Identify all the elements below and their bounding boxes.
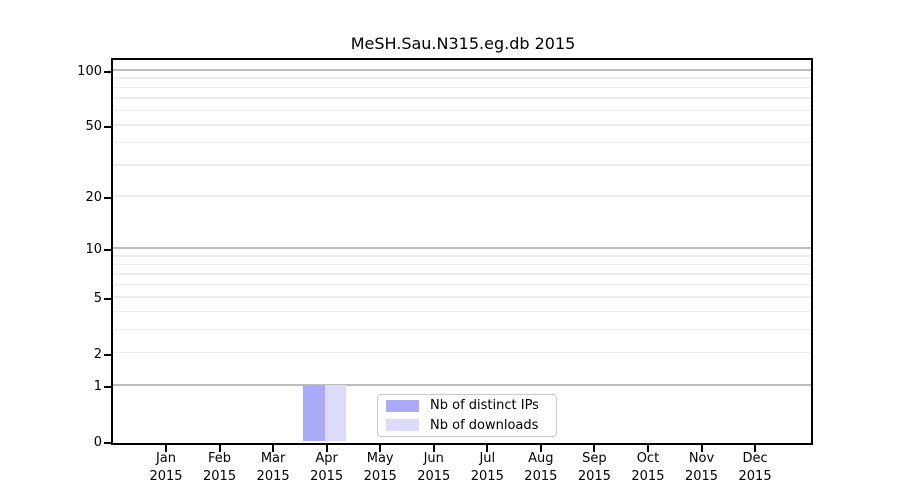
x-tick-label-dec: Dec 2015	[738, 451, 772, 484]
gridline-minor	[113, 296, 811, 298]
x-tick-mark	[325, 445, 328, 452]
gridline-major	[113, 384, 811, 387]
y-tick-label: 2	[93, 346, 102, 362]
x-tick-mark	[218, 445, 221, 452]
gridline-major	[113, 68, 811, 71]
x-tick-label-jun: Jun 2015	[417, 451, 451, 484]
x-tick-mark	[379, 445, 382, 452]
x-tick-mark	[754, 445, 757, 452]
x-tick-label-sep: Sep 2015	[577, 451, 611, 484]
gridline-minor	[113, 86, 811, 89]
bar-nb-of-distinct-ips-apr	[303, 385, 325, 441]
chart-title: MeSH.Sau.N315.eg.db 2015	[350, 34, 576, 53]
legend-swatch	[386, 419, 419, 432]
x-tick-label-aug: Aug 2015	[524, 451, 558, 484]
gridline-minor	[113, 141, 811, 144]
x-tick-label-nov: Nov 2015	[684, 451, 719, 484]
x-tick-mark	[646, 445, 649, 452]
y-tick-mark	[104, 197, 112, 200]
bar-nb-of-downloads-apr	[324, 385, 346, 441]
x-tick-label-apr: Apr 2015	[310, 451, 344, 484]
x-tick-label-jul: Jul 2015	[470, 451, 504, 484]
y-tick-mark	[104, 353, 112, 356]
gridline-minor	[113, 328, 811, 331]
gridline-minor	[113, 351, 811, 354]
y-tick-label: 10	[85, 242, 102, 258]
legend-item-nb-of-distinct-ips: Nb of distinct IPs	[386, 397, 548, 415]
legend-label: Nb of downloads	[430, 417, 539, 433]
y-tick-label: 20	[85, 190, 102, 206]
legend: Nb of distinct IPs Nb of downloads	[377, 394, 557, 437]
y-tick-label: 100	[77, 63, 102, 79]
legend-label: Nb of distinct IPs	[430, 398, 539, 414]
x-tick-mark	[165, 445, 167, 452]
gridline-minor	[113, 97, 811, 99]
y-tick-mark	[104, 70, 112, 73]
x-tick-label-jan: Jan 2015	[149, 451, 183, 484]
gridline-major	[113, 247, 811, 250]
x-tick-label-mar: Mar 2015	[256, 451, 290, 484]
y-tick-mark	[104, 386, 112, 389]
x-tick-mark	[593, 445, 596, 452]
x-tick-mark	[486, 445, 489, 452]
y-tick-label: 1	[93, 379, 102, 395]
gridline-minor	[113, 77, 811, 79]
y-tick-mark	[104, 125, 112, 128]
x-tick-label-oct: Oct 2015	[631, 451, 665, 484]
legend-item-nb-of-downloads: Nb of downloads	[386, 417, 548, 435]
x-tick-label-may: May 2015	[363, 451, 397, 484]
x-tick-mark	[272, 445, 275, 452]
gridline-minor	[113, 124, 811, 126]
y-tick-mark	[104, 442, 112, 444]
x-tick-mark	[700, 445, 703, 452]
gridline-minor	[113, 310, 811, 313]
y-tick-mark	[104, 249, 112, 252]
y-tick-label: 0	[93, 435, 102, 450]
y-tick-mark	[104, 297, 112, 300]
gridline-minor	[113, 164, 811, 166]
y-tick-label: 50	[85, 118, 102, 134]
gridline-minor	[113, 255, 811, 257]
gridline-minor	[113, 273, 811, 275]
x-tick-mark	[539, 445, 542, 452]
x-tick-label-feb: Feb 2015	[203, 451, 237, 484]
y-tick-label: 5	[93, 290, 102, 306]
legend-swatch	[386, 399, 419, 412]
gridline-minor	[113, 195, 811, 197]
gridline-minor	[113, 109, 811, 112]
plot-area	[111, 58, 813, 445]
gridline-minor	[113, 283, 811, 286]
x-tick-mark	[432, 445, 435, 452]
gridline-minor	[113, 263, 811, 266]
